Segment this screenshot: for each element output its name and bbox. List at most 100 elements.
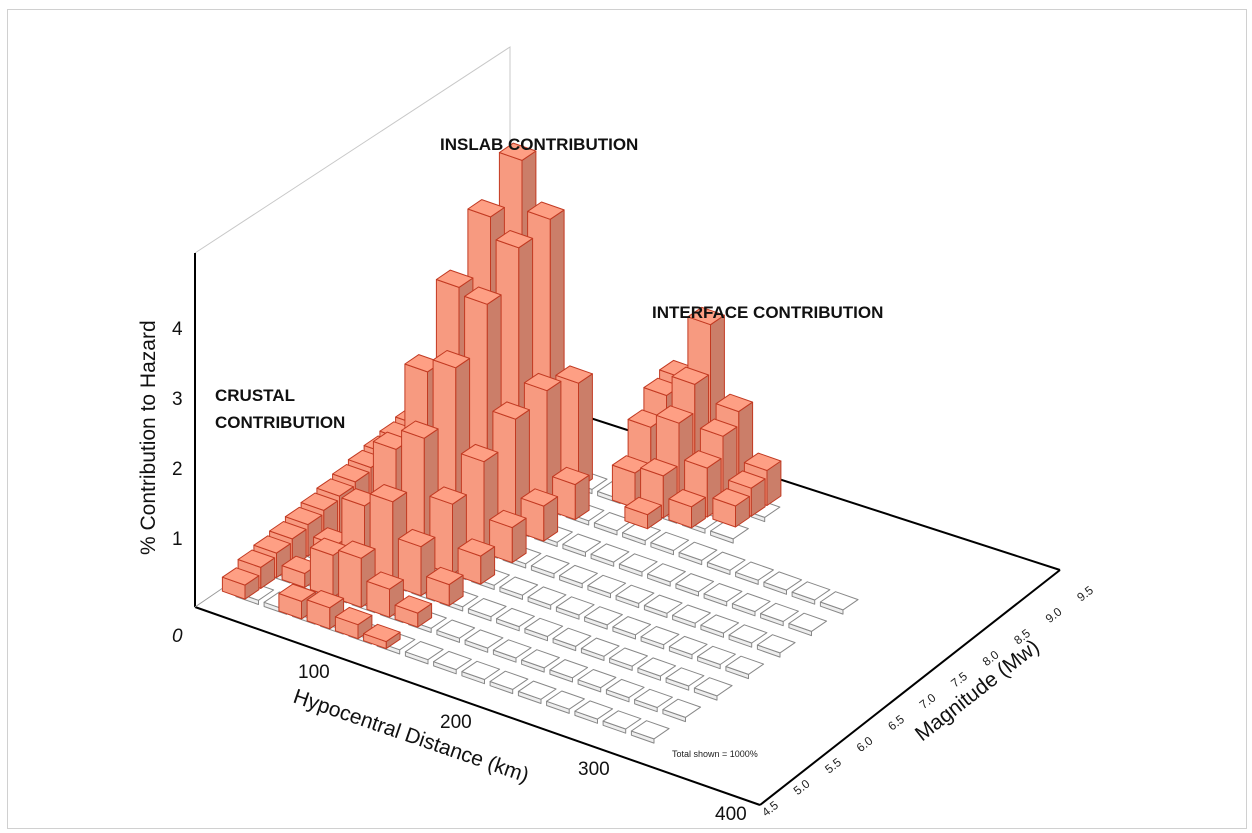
bar-top	[464, 286, 502, 305]
z-tick-label: 3	[172, 389, 183, 410]
bar-top	[435, 269, 474, 288]
bar-top	[253, 535, 291, 554]
floor-bar-top	[643, 594, 683, 614]
floor-bar-top	[706, 551, 746, 571]
bar	[397, 528, 436, 597]
bar-top	[401, 420, 439, 439]
bar-top	[432, 350, 471, 369]
floor-bar-top	[612, 616, 652, 636]
bar-top	[369, 484, 408, 503]
floor-bar-top	[521, 649, 560, 669]
floor-bar-top	[728, 624, 768, 644]
x-tick-label: 300	[578, 759, 610, 780]
floor-bar-top	[499, 576, 539, 596]
floor-bar-top	[461, 660, 501, 680]
z-tick-label: 1	[172, 529, 183, 550]
bar-top	[316, 478, 354, 497]
bar-top	[624, 496, 662, 516]
bar-top	[489, 509, 527, 529]
bar-top	[457, 538, 496, 557]
floor-bar-top	[530, 555, 570, 575]
bar-top	[684, 450, 722, 469]
bar-top	[460, 443, 499, 463]
floor-bar-top	[637, 657, 677, 677]
floor-bar-top	[590, 543, 630, 563]
bar-top	[284, 506, 323, 526]
bar-top	[300, 492, 339, 511]
x-tick-label: 100	[298, 662, 330, 683]
bar-top	[237, 549, 276, 568]
bar-top	[269, 521, 307, 540]
floor-bar-top	[788, 612, 828, 632]
floor-bar-top	[527, 586, 567, 606]
floor-bar-top	[559, 564, 598, 585]
floor-bar-top	[693, 677, 733, 697]
bar-top	[523, 372, 562, 392]
bar-top	[397, 528, 436, 548]
bar	[520, 488, 559, 542]
floor-bar-top	[630, 720, 670, 740]
floor-bar-top	[791, 581, 831, 601]
floor-bar-top	[615, 584, 655, 604]
crustal-label-line2: CONTRIBUTION	[215, 413, 345, 432]
floor-bar-top	[574, 700, 614, 720]
bar	[334, 606, 373, 640]
floor-bar-top	[650, 531, 690, 551]
bar-top	[492, 401, 530, 420]
bar-top	[334, 606, 373, 626]
bar	[460, 443, 499, 554]
x-tick-label: 400	[715, 804, 747, 825]
bar-top	[671, 366, 710, 385]
floor-bar-top	[605, 678, 645, 699]
floor-bar-top	[763, 571, 803, 591]
bar-top	[394, 595, 433, 614]
floor-bar-top	[819, 591, 859, 611]
floor-bar-top	[587, 574, 627, 594]
x-axis-title: Hypocentral Distance (km)	[290, 685, 531, 787]
bar-top	[687, 306, 725, 326]
bar	[624, 496, 662, 530]
bar-top	[495, 230, 534, 249]
bar	[552, 466, 590, 521]
bar	[221, 567, 260, 600]
bar-top	[699, 418, 738, 437]
floor-bar-top	[602, 710, 642, 730]
floor-bar-top	[467, 598, 507, 618]
floor-bar-top	[464, 629, 504, 649]
floor-bar-top	[546, 690, 585, 710]
bar-top	[668, 489, 706, 508]
floor-bar-top	[760, 602, 799, 622]
bar-top	[715, 393, 754, 413]
floor-bar-top	[725, 655, 765, 675]
floor-bar-top	[634, 688, 673, 708]
bar-top	[221, 567, 260, 586]
magnitude-axis-line	[759, 569, 1061, 806]
floor-bar-top	[662, 698, 702, 718]
bar-top	[728, 470, 766, 489]
z-axis-title: % Contribution to Hazard	[137, 320, 160, 555]
floor-bar-top	[496, 607, 535, 628]
inslab-label: INSLAB CONTRIBUTION	[440, 135, 638, 154]
floor-bar-top	[433, 650, 472, 671]
floor-bar-top	[640, 626, 680, 646]
bar-top	[498, 142, 537, 161]
z-tick-label: 2	[172, 459, 183, 480]
bar-top	[306, 590, 345, 609]
y-tick-label: 6.5	[885, 712, 907, 734]
floor-bar-top	[577, 669, 617, 689]
interface-label: INTERFACE CONTRIBUTION	[652, 303, 883, 322]
bar-side	[578, 373, 593, 489]
floor-bar-top	[562, 533, 602, 553]
bar-top	[426, 566, 464, 586]
floor-bar-top	[489, 670, 529, 690]
bar-top	[640, 458, 678, 477]
bar-top	[712, 488, 750, 507]
floor-bar-top	[584, 606, 623, 626]
floor-bar-top	[492, 639, 532, 659]
bar	[426, 566, 464, 607]
floor-bar-top	[618, 553, 658, 573]
floor-bar-top	[609, 647, 648, 667]
y-tick-label: 9.5	[1074, 583, 1096, 605]
bar-top	[366, 571, 404, 590]
bar	[457, 538, 496, 585]
